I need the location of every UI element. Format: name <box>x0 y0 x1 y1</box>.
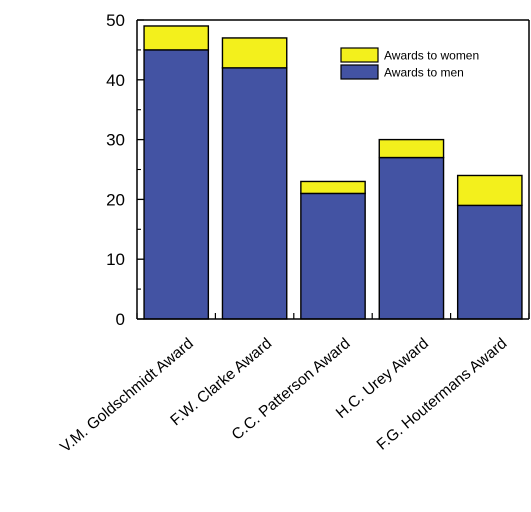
legend-swatch-women <box>340 47 379 63</box>
legend-label-women: Awards to women <box>384 49 479 63</box>
bar-women-0 <box>143 25 210 51</box>
bar-men-0 <box>143 49 210 320</box>
bar-women-3 <box>378 138 445 159</box>
x-tick-label-0: V.M. Goldschmidt Award <box>57 335 197 456</box>
y-tick-label-1: 10 <box>106 250 125 269</box>
axes-layer <box>136 19 530 320</box>
bar-men-3 <box>378 156 445 320</box>
bar-men-4 <box>456 204 523 320</box>
y-tick-label-2: 20 <box>106 190 125 209</box>
y-tick-label-4: 40 <box>106 71 125 90</box>
bar-women-2 <box>300 180 366 195</box>
legend-swatch-men <box>340 64 379 80</box>
bar-men-2 <box>300 192 366 320</box>
y-tick-label-5: 50 <box>106 11 125 30</box>
legend: Awards to women Awards to men <box>340 47 479 80</box>
bar-men-1 <box>221 67 288 320</box>
bar-women-4 <box>456 174 523 207</box>
bars-layer <box>143 25 523 320</box>
y-tick-label-3: 30 <box>106 131 125 150</box>
y-tick-label-0: 0 <box>116 310 125 329</box>
legend-label-men: Awards to men <box>384 66 464 80</box>
bar-women-1 <box>221 37 288 69</box>
x-tick-label-4: F.G. Houtermans Award <box>374 335 511 454</box>
